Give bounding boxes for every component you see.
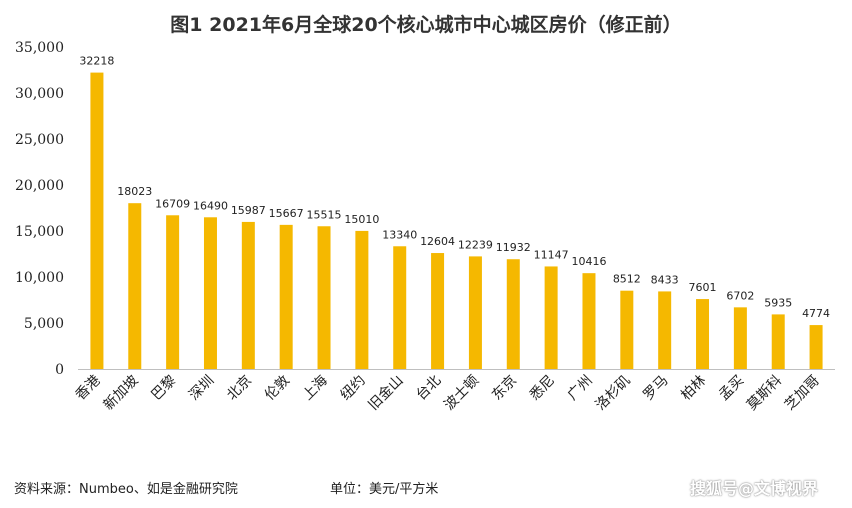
x-tick-label: 深圳	[186, 373, 217, 404]
bar	[166, 215, 180, 369]
bar	[468, 256, 482, 369]
x-tick-label: 柏林	[678, 373, 709, 404]
bar	[620, 290, 634, 369]
data-label: 10416	[571, 255, 606, 268]
x-tick-label: 新加坡	[101, 373, 142, 414]
bar	[393, 246, 407, 369]
x-tick-label: 旧金山	[366, 373, 407, 414]
source-note: 资料来源：Numbeo、如是金融研究院	[14, 482, 238, 497]
x-tick-label: 香港	[73, 373, 104, 404]
bar	[317, 226, 331, 369]
bar	[241, 221, 255, 369]
data-label: 4774	[802, 307, 830, 320]
data-label: 12604	[420, 235, 455, 248]
x-tick-label: 台北	[413, 373, 444, 404]
x-tick-label: 罗马	[640, 373, 671, 404]
x-tick-label: 纽约	[338, 373, 369, 404]
data-label: 5935	[764, 296, 792, 309]
x-tick-label: 莫斯科	[744, 373, 785, 414]
y-tick-label: 20,000	[15, 178, 64, 194]
x-tick-label: 北京	[224, 373, 255, 404]
bar	[431, 253, 445, 369]
data-label: 8512	[613, 273, 641, 286]
y-tick-label: 35,000	[15, 40, 64, 56]
data-label: 15515	[307, 208, 342, 221]
data-label: 32218	[79, 55, 114, 68]
bar	[203, 217, 217, 369]
y-tick-label: 10,000	[15, 270, 64, 286]
x-tick-label: 上海	[300, 373, 331, 404]
data-label: 8433	[651, 273, 679, 286]
data-label: 16490	[193, 199, 228, 212]
bar	[733, 307, 747, 369]
x-tick-label: 伦敦	[262, 373, 293, 404]
bar	[809, 325, 823, 369]
x-tick-label: 孟买	[716, 373, 747, 404]
data-label: 6702	[726, 289, 754, 302]
bar	[90, 72, 104, 370]
x-tick-label: 波士顿	[441, 373, 482, 414]
bar	[128, 203, 142, 369]
x-tick-label: 广州	[565, 373, 596, 404]
bar	[355, 230, 369, 369]
data-label: 7601	[689, 281, 717, 294]
y-tick-label: 15,000	[15, 224, 64, 240]
bar	[544, 266, 558, 369]
x-tick-label: 悉尼	[527, 373, 558, 404]
y-tick-label: 30,000	[15, 86, 64, 102]
x-tick-label: 芝加哥	[782, 373, 823, 414]
data-label: 11147	[534, 248, 569, 261]
y-tick-label: 25,000	[15, 132, 64, 148]
x-tick-label: 东京	[489, 373, 520, 404]
unit-note: 单位：美元/平方米	[330, 482, 439, 497]
bar	[771, 314, 785, 369]
data-label: 15010	[344, 213, 379, 226]
watermark: 搜狐号@文博视界	[690, 479, 819, 498]
data-label: 16709	[155, 197, 190, 210]
bar	[582, 273, 596, 369]
y-tick-label: 0	[55, 362, 64, 378]
data-label: 12239	[458, 238, 493, 251]
bar	[658, 291, 672, 369]
chart-title: 图1 2021年6月全球20个核心城市中心城区房价（修正前）	[170, 14, 682, 36]
data-label: 18023	[117, 185, 152, 198]
bar	[696, 299, 710, 369]
x-tick-label: 洛杉矶	[593, 373, 634, 414]
y-tick-label: 5,000	[24, 316, 64, 332]
data-label: 15667	[269, 207, 304, 220]
data-label: 13340	[382, 228, 417, 241]
x-tick-label: 巴黎	[148, 373, 179, 404]
data-label: 15987	[231, 204, 266, 217]
bar	[279, 224, 293, 369]
data-label: 11932	[496, 241, 531, 254]
bar	[506, 259, 520, 369]
